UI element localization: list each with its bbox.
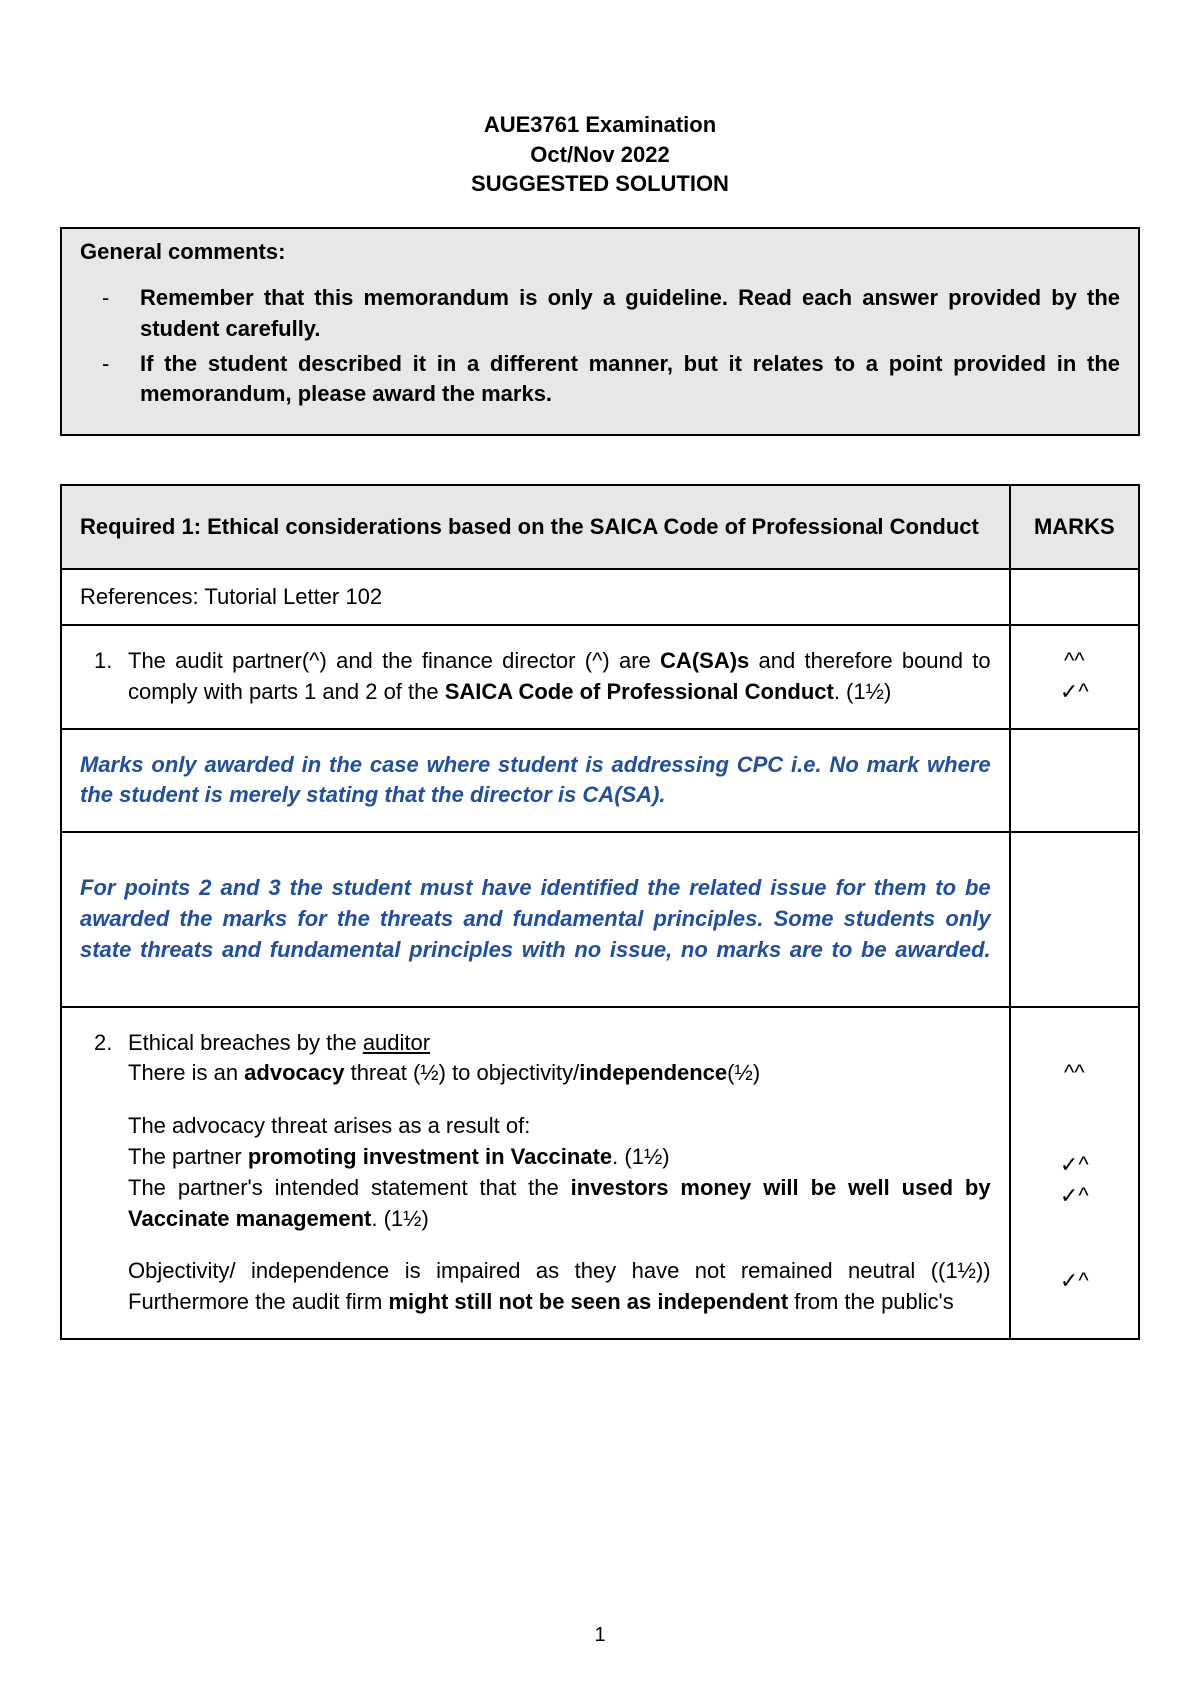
marks-cell-empty: [1010, 832, 1139, 1006]
text-fragment: from the public's: [788, 1289, 954, 1314]
marks-table: Required 1: Ethical considerations based…: [60, 484, 1140, 1340]
general-item: If the student described it in a differe…: [140, 349, 1120, 411]
title-line-3: SUGGESTED SOLUTION: [60, 169, 1140, 199]
marks-header: MARKS: [1010, 485, 1139, 569]
general-item: Remember that this memorandum is only a …: [140, 283, 1120, 345]
general-heading: General comments:: [80, 239, 1120, 265]
marks-cell-empty: [1010, 569, 1139, 625]
sub-point: The partner promoting investment in Vacc…: [80, 1142, 991, 1173]
marker-note: Marks only awarded in the case where stu…: [80, 750, 991, 812]
text-bold: independence: [579, 1060, 727, 1085]
mark-symbol: ^^: [1011, 1058, 1138, 1089]
marker-note: For points 2 and 3 the student must have…: [80, 873, 991, 965]
spacer: [80, 1234, 991, 1256]
table-row: References: Tutorial Letter 102: [61, 569, 1139, 625]
text-fragment: The partner: [128, 1144, 248, 1169]
mark-symbol: ✓^: [1011, 677, 1138, 708]
text-fragment: There is an: [128, 1060, 244, 1085]
table-row: 1. The audit partner(^) and the finance …: [61, 625, 1139, 729]
text-fragment: Ethical breaches by the: [128, 1030, 363, 1055]
text-underline: auditor: [363, 1030, 430, 1055]
marks-cell: ^^ ✓^: [1010, 625, 1139, 729]
mark-symbol: ✓^: [1011, 1150, 1138, 1181]
text-fragment: The audit partner(^) and the finance dir…: [128, 648, 660, 673]
text-fragment: (½): [727, 1060, 760, 1085]
text-fragment: threat (½) to objectivity/: [344, 1060, 579, 1085]
marks-cell: ^^ ✓^ ✓^ ✓^: [1010, 1007, 1139, 1339]
item-number: 1.: [94, 646, 112, 677]
text-bold: advocacy: [244, 1060, 344, 1085]
text-bold: promoting investment in Vaccinate: [248, 1144, 612, 1169]
text-bold: CA(SA)s: [660, 648, 749, 673]
sub-point: The advocacy threat arises as a result o…: [80, 1111, 991, 1142]
question-header: Required 1: Ethical considerations based…: [61, 485, 1010, 569]
mark-symbol: ^^: [1011, 646, 1138, 677]
table-row: For points 2 and 3 the student must have…: [61, 832, 1139, 1006]
page: AUE3761 Examination Oct/Nov 2022 SUGGEST…: [0, 0, 1200, 1380]
text-bold: might still not be seen as independent: [388, 1289, 788, 1314]
marks-cell-empty: [1010, 729, 1139, 833]
general-comments-box: General comments: Remember that this mem…: [60, 227, 1140, 436]
text-fragment: The partner's intended statement that th…: [128, 1175, 571, 1200]
mark-symbol: ✓^: [1011, 1181, 1138, 1212]
spacer: [1011, 1088, 1138, 1150]
note-cell-1: Marks only awarded in the case where stu…: [61, 729, 1010, 833]
spacer: [80, 1089, 991, 1111]
point-2: 2. Ethical breaches by the auditor There…: [80, 1028, 991, 1090]
text-fragment: The advocacy threat arises as a result o…: [128, 1113, 530, 1138]
note-cell-2: For points 2 and 3 the student must have…: [61, 832, 1010, 1006]
title-line-2: Oct/Nov 2022: [60, 140, 1140, 170]
text-fragment: . (1½): [371, 1206, 428, 1231]
table-header-row: Required 1: Ethical considerations based…: [61, 485, 1139, 569]
text-bold: SAICA Code of Professional Conduct: [445, 679, 834, 704]
spacer: [1011, 1212, 1138, 1266]
text-fragment: . (1½): [834, 679, 891, 704]
text-fragment: . (1½): [612, 1144, 669, 1169]
table-row: 2. Ethical breaches by the auditor There…: [61, 1007, 1139, 1339]
item-number: 2.: [94, 1028, 112, 1059]
general-list: Remember that this memorandum is only a …: [80, 283, 1120, 410]
sub-point: The partner's intended statement that th…: [80, 1173, 991, 1235]
references-cell: References: Tutorial Letter 102: [61, 569, 1010, 625]
document-title: AUE3761 Examination Oct/Nov 2022 SUGGEST…: [60, 110, 1140, 199]
mark-symbol: ✓^: [1011, 1266, 1138, 1297]
table-row: Marks only awarded in the case where stu…: [61, 729, 1139, 833]
answer-cell-1: 1. The audit partner(^) and the finance …: [61, 625, 1010, 729]
title-line-1: AUE3761 Examination: [60, 110, 1140, 140]
page-number: 1: [0, 1624, 1200, 1647]
answer-cell-2: 2. Ethical breaches by the auditor There…: [61, 1007, 1010, 1339]
sub-point: Objectivity/ independence is impaired as…: [80, 1256, 991, 1318]
point-1: 1. The audit partner(^) and the finance …: [80, 646, 991, 708]
